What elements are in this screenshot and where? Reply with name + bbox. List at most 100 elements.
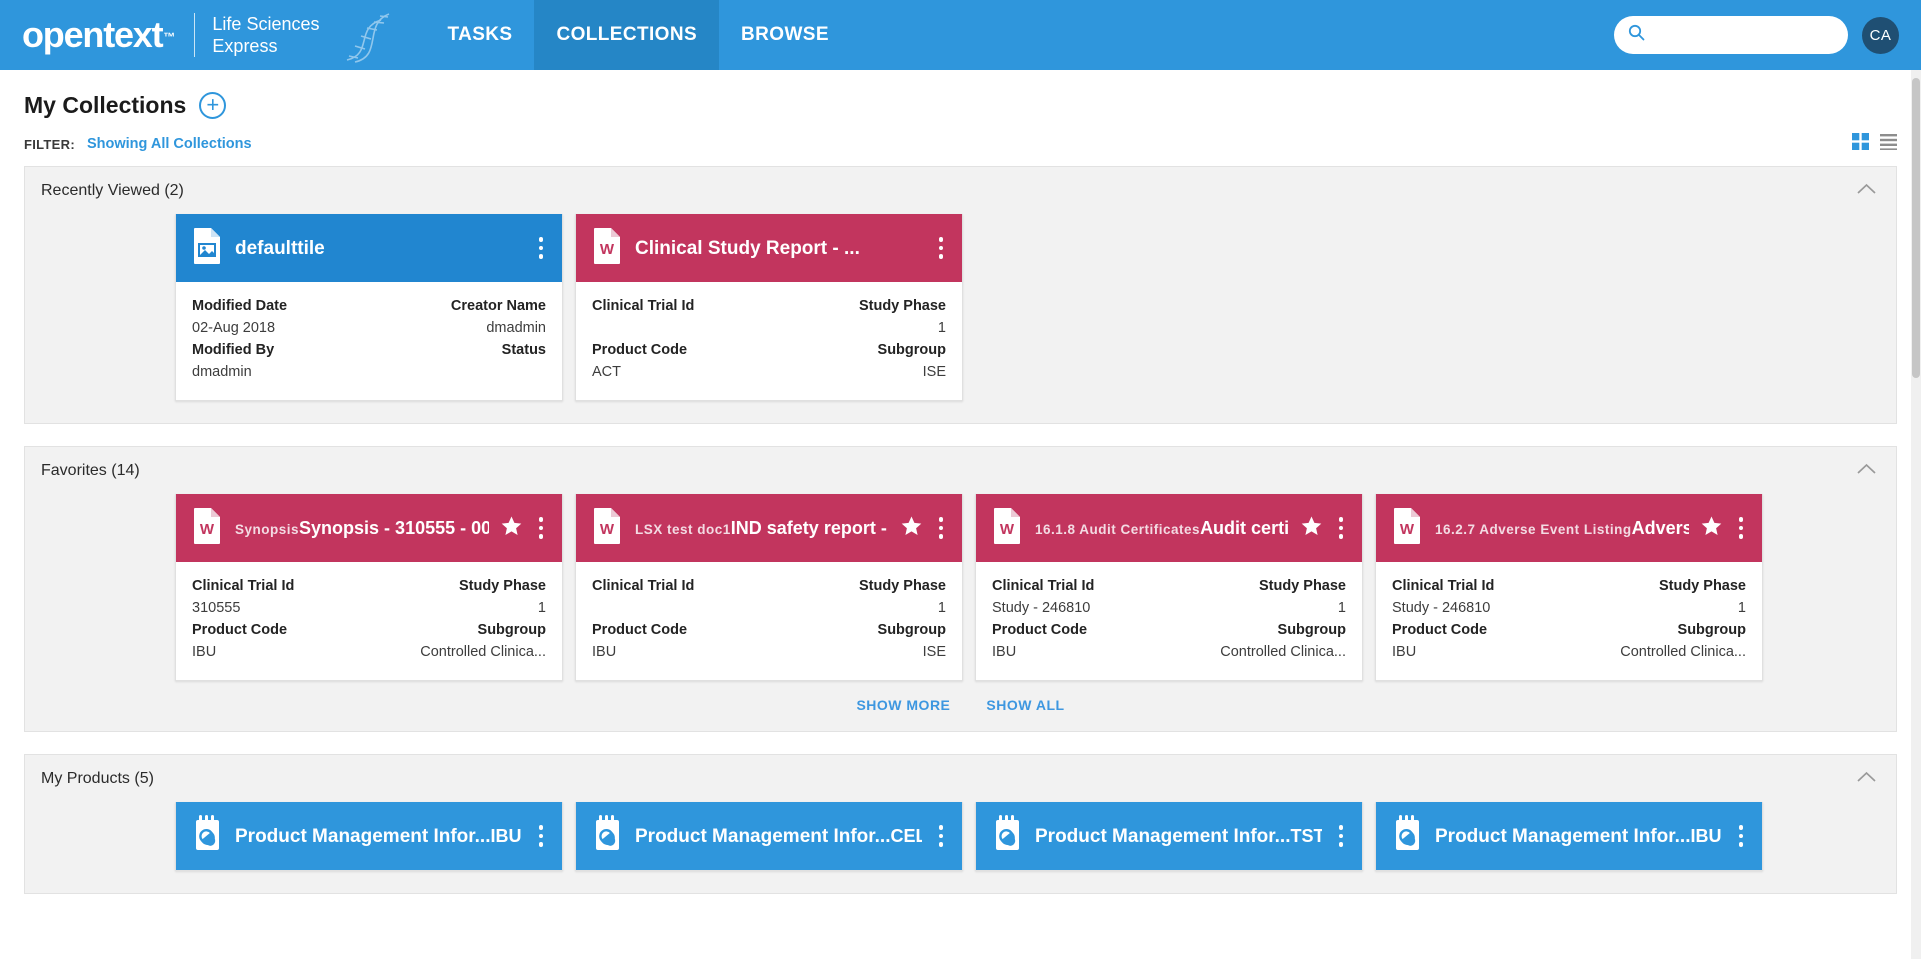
meta-key: Clinical Trial Id <box>592 298 695 314</box>
favorite-star-icon[interactable] <box>501 516 522 541</box>
dna-helix-icon <box>333 2 395 69</box>
card-title: Product Management Infor... <box>1035 825 1291 847</box>
card-menu-icon[interactable] <box>1734 514 1749 542</box>
meta-value: 1 <box>1737 600 1746 616</box>
svg-text:W: W <box>600 241 615 258</box>
word-document-icon: W <box>192 507 223 549</box>
product-pill-icon <box>1392 815 1423 857</box>
show-all-link[interactable]: SHOW ALL <box>986 697 1065 713</box>
meta-key: Modified Date <box>192 298 288 314</box>
grid-view-icon[interactable] <box>1852 133 1869 155</box>
meta-value: IBU <box>592 644 617 660</box>
favorite-star-icon[interactable] <box>1701 516 1722 541</box>
card-header-actions <box>534 234 549 262</box>
card-title: Product Management Infor... <box>635 825 891 847</box>
user-avatar[interactable]: CA <box>1862 16 1899 54</box>
product-pill-icon <box>592 815 623 857</box>
collection-card[interactable]: Product Management Infor...IBU <box>1375 802 1763 871</box>
card-menu-icon[interactable] <box>534 234 549 262</box>
page-title: My Collections <box>24 92 187 118</box>
card-menu-icon[interactable] <box>934 822 949 850</box>
search-input[interactable] <box>1653 26 1834 44</box>
meta-value: 1 <box>937 600 946 616</box>
card-header: W 16.1.8 Audit CertificatesAudit certific… <box>976 494 1362 562</box>
card-menu-icon[interactable] <box>934 234 949 262</box>
card-menu-icon[interactable] <box>1334 514 1349 542</box>
card-menu-icon[interactable] <box>1334 822 1349 850</box>
product-pill-icon <box>192 815 223 857</box>
favorite-star-icon[interactable] <box>1301 516 1322 541</box>
card-header-actions <box>1734 822 1749 850</box>
meta-value: IBU <box>192 644 217 660</box>
meta-value: Study - 246810 <box>1392 600 1491 616</box>
section-header: Recently Viewed (2) <box>25 167 1896 200</box>
meta-value: Controlled Clinica... <box>1220 644 1346 660</box>
image-document-icon <box>192 227 223 269</box>
filter-value-link[interactable]: Showing All Collections <box>86 136 252 152</box>
collection-card[interactable]: W 16.1.8 Audit CertificatesAudit certific… <box>975 494 1363 681</box>
section-favorites: Favorites (14) W SynopsisSynopsis - 31055… <box>24 446 1897 732</box>
meta-key: Subgroup <box>1677 622 1746 638</box>
card-subtitle: 16.1.8 Audit Certificates <box>1035 521 1201 537</box>
meta-value: dmadmin <box>486 320 546 336</box>
show-more-link[interactable]: SHOW MORE <box>856 697 951 713</box>
card-title-group: defaulttile <box>235 237 522 260</box>
meta-key: Study Phase <box>858 298 946 314</box>
product-name: Life Sciences Express <box>212 13 319 57</box>
view-toggle-group <box>1852 133 1897 155</box>
list-view-icon[interactable] <box>1880 133 1897 155</box>
meta-value: ISE <box>922 644 946 660</box>
meta-key: Study Phase <box>458 578 546 594</box>
meta-key: Clinical Trial Id <box>992 578 1095 594</box>
collections-body: Recently Viewed (2) <box>0 166 1921 894</box>
card-menu-icon[interactable] <box>934 514 949 542</box>
card-metadata: Clinical Trial Id Study Phase 1 Product Cod… <box>592 576 946 664</box>
card-header-actions <box>901 514 949 542</box>
brand-divider <box>194 13 196 57</box>
search-box[interactable] <box>1614 16 1848 54</box>
card-metadata: Clinical Trial Id Study Phase 310555 1 Produ… <box>192 576 546 664</box>
topbar-right-group: CA <box>1614 0 1899 70</box>
card-menu-icon[interactable] <box>1734 822 1749 850</box>
chevron-up-icon[interactable] <box>1857 770 1876 788</box>
product-name-line2: Express <box>212 36 278 56</box>
nav-item-browse[interactable]: BROWSE <box>741 24 829 45</box>
collection-card[interactable]: W 16.2.7 Adverse Event ListingAdverse Eve… <box>1375 494 1763 681</box>
page-header: My Collections + FILTER: Showing All Col… <box>0 70 1921 152</box>
filter-row: FILTER: Showing All Collections <box>24 133 1897 155</box>
nav-item-tasks[interactable]: TASKS <box>447 24 513 45</box>
card-header-actions <box>501 514 549 542</box>
svg-text:W: W <box>1000 521 1015 538</box>
card-metadata: Clinical Trial Id Study Phase Study - 2468… <box>992 576 1346 664</box>
meta-key: Study Phase <box>1658 578 1746 594</box>
collection-card[interactable]: W Clinical Study Report - ... Clinical T… <box>575 214 963 401</box>
product-pill-icon <box>992 815 1023 857</box>
collection-card[interactable]: Product Management Infor...IBU <box>175 802 563 871</box>
plus-circle-icon[interactable]: + <box>199 92 227 119</box>
collection-card[interactable]: Product Management Infor...TST <box>975 802 1363 871</box>
meta-value: IBU <box>1392 644 1417 660</box>
page-scrollbar-thumb[interactable] <box>1912 78 1920 378</box>
page-scrollbar-track[interactable] <box>1911 70 1921 959</box>
card-body: Clinical Trial Id Study Phase 310555 1 Produ… <box>176 562 562 680</box>
section-header: My Products (5) <box>25 755 1896 788</box>
collection-card[interactable]: W SynopsisSynopsis - 310555 - 000... Clini… <box>175 494 563 681</box>
favorite-star-icon[interactable] <box>901 516 922 541</box>
meta-key: Product Code <box>592 622 688 638</box>
chevron-up-icon[interactable] <box>1857 462 1876 480</box>
collection-card[interactable]: W LSX test doc1IND safety report - 000...… <box>575 494 963 681</box>
chevron-up-icon[interactable] <box>1857 182 1876 200</box>
meta-value: 310555 <box>192 600 241 616</box>
card-menu-icon[interactable] <box>534 822 549 850</box>
collection-card[interactable]: Product Management Infor...CEL <box>575 802 963 871</box>
card-title: Synopsis - 310555 - 000... <box>299 517 488 538</box>
brand-block[interactable]: opentext™ Life Sciences Express <box>0 0 395 70</box>
meta-value <box>592 597 769 620</box>
card-menu-icon[interactable] <box>534 514 549 542</box>
opentext-logo[interactable]: opentext™ <box>22 17 175 53</box>
meta-value <box>592 317 769 340</box>
nav-item-collections[interactable]: COLLECTIONS <box>534 0 720 70</box>
card-header-actions <box>934 822 949 850</box>
card-title-secondary: CEL <box>890 825 921 846</box>
collection-card[interactable]: defaulttile Modified Date Creator Name 0… <box>175 214 563 401</box>
